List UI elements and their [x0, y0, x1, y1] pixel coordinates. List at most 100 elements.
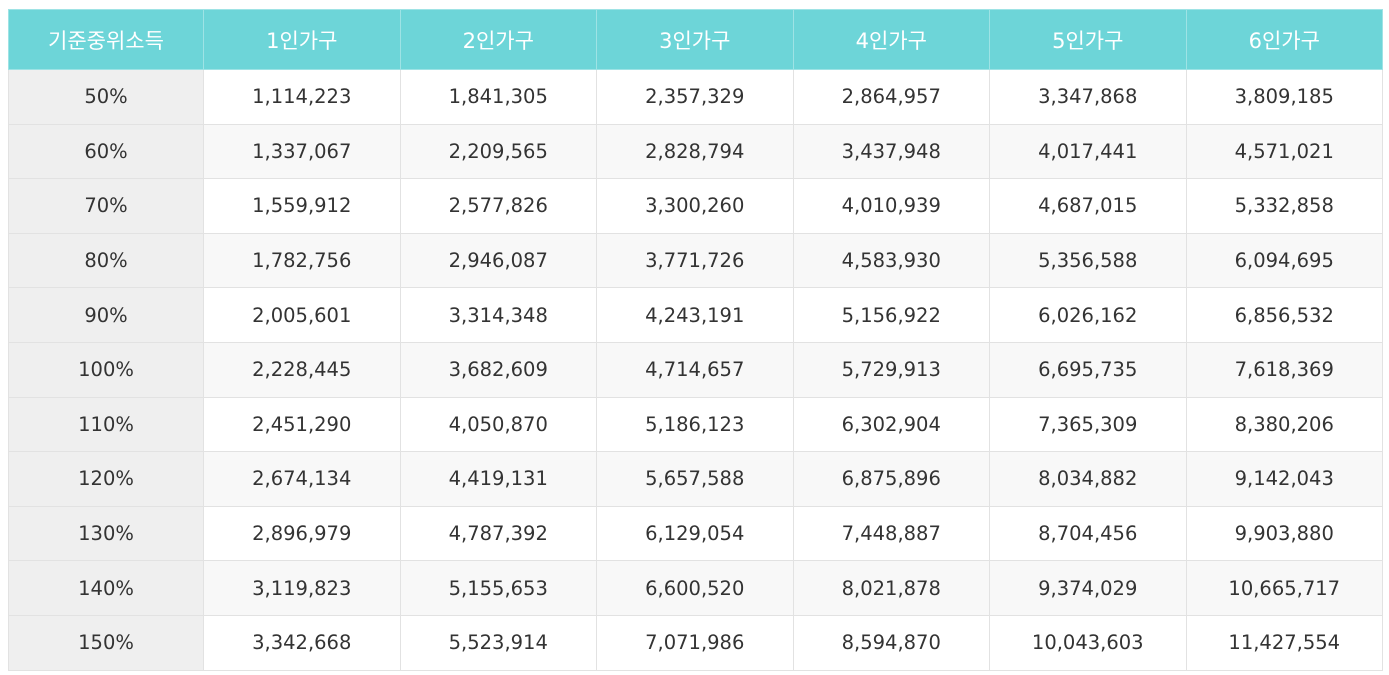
table-body: 50% 1,114,223 1,841,305 2,357,329 2,864,957 3…: [8, 69, 1383, 671]
row-label-cell: 130%: [8, 505, 204, 562]
row-label-cell: 60%: [8, 123, 204, 180]
table-row: 90% 2,005,601 3,314,348 4,243,191 5,156,922 6…: [8, 287, 1383, 343]
table-header: 기준중위소득 1인가구 2인가구 3인가구 4인가구 5인가구 6인가구: [8, 9, 1383, 70]
income-value-cell: 8,034,882: [989, 451, 1187, 507]
income-value-cell: 2,357,329: [596, 69, 794, 125]
income-value-cell: 8,021,878: [792, 560, 990, 616]
income-value-cell: 4,050,870: [399, 396, 597, 453]
income-value-cell: 4,017,441: [989, 123, 1187, 180]
income-value-cell: 4,583,930: [792, 232, 990, 289]
header-5-person: 5인가구: [989, 9, 1187, 70]
income-value-cell: 4,243,191: [596, 287, 794, 343]
row-label-cell: 90%: [8, 287, 204, 343]
income-value-cell: 5,729,913: [792, 341, 990, 398]
income-value-cell: 7,448,887: [792, 505, 990, 562]
income-value-cell: 5,186,123: [596, 396, 794, 453]
header-1-person: 1인가구: [203, 9, 401, 70]
header-6-person: 6인가구: [1185, 9, 1383, 70]
income-value-cell: 6,129,054: [596, 505, 794, 562]
income-value-cell: 2,577,826: [399, 178, 597, 234]
income-value-cell: 11,427,554: [1185, 614, 1383, 671]
income-value-cell: 2,228,445: [203, 341, 401, 398]
income-value-cell: 10,665,717: [1185, 560, 1383, 616]
table-row: 150% 3,342,668 5,523,914 7,071,986 8,594,870…: [8, 614, 1383, 671]
header-3-person: 3인가구: [596, 9, 794, 70]
income-value-cell: 4,787,392: [399, 505, 597, 562]
row-label-cell: 140%: [8, 560, 204, 616]
income-value-cell: 7,618,369: [1185, 341, 1383, 398]
income-value-cell: 5,523,914: [399, 614, 597, 671]
income-value-cell: 7,365,309: [989, 396, 1187, 453]
income-value-cell: 2,451,290: [203, 396, 401, 453]
income-value-cell: 3,347,868: [989, 69, 1187, 125]
median-income-table: 기준중위소득 1인가구 2인가구 3인가구 4인가구 5인가구 6인가구 50%…: [8, 9, 1383, 671]
table-row: 140% 3,119,823 5,155,653 6,600,520 8,021,878…: [8, 560, 1383, 616]
income-value-cell: 4,419,131: [399, 451, 597, 507]
income-value-cell: 3,300,260: [596, 178, 794, 234]
income-value-cell: 6,600,520: [596, 560, 794, 616]
income-value-cell: 9,142,043: [1185, 451, 1383, 507]
income-value-cell: 6,856,532: [1185, 287, 1383, 343]
row-label-cell: 70%: [8, 178, 204, 234]
header-2-person: 2인가구: [399, 9, 597, 70]
income-value-cell: 8,704,456: [989, 505, 1187, 562]
income-value-cell: 1,782,756: [203, 232, 401, 289]
income-value-cell: 3,771,726: [596, 232, 794, 289]
table-row: 70% 1,559,912 2,577,826 3,300,260 4,010,939 4…: [8, 178, 1383, 234]
income-value-cell: 5,155,653: [399, 560, 597, 616]
income-value-cell: 2,864,957: [792, 69, 990, 125]
income-value-cell: 3,314,348: [399, 287, 597, 343]
income-value-cell: 1,114,223: [203, 69, 401, 125]
income-value-cell: 1,559,912: [203, 178, 401, 234]
income-value-cell: 2,674,134: [203, 451, 401, 507]
table-row: 50% 1,114,223 1,841,305 2,357,329 2,864,957 3…: [8, 69, 1383, 125]
income-value-cell: 8,594,870: [792, 614, 990, 671]
income-value-cell: 6,026,162: [989, 287, 1187, 343]
income-value-cell: 5,356,588: [989, 232, 1187, 289]
income-value-cell: 1,337,067: [203, 123, 401, 180]
income-value-cell: 3,119,823: [203, 560, 401, 616]
income-value-cell: 7,071,986: [596, 614, 794, 671]
income-value-cell: 3,809,185: [1185, 69, 1383, 125]
income-value-cell: 5,657,588: [596, 451, 794, 507]
row-label-cell: 50%: [8, 69, 204, 125]
income-value-cell: 4,571,021: [1185, 123, 1383, 180]
row-label-cell: 120%: [8, 451, 204, 507]
row-label-cell: 100%: [8, 341, 204, 398]
income-value-cell: 6,695,735: [989, 341, 1187, 398]
table-row: 80% 1,782,756 2,946,087 3,771,726 4,583,930 5…: [8, 232, 1383, 289]
income-value-cell: 4,010,939: [792, 178, 990, 234]
income-value-cell: 2,896,979: [203, 505, 401, 562]
income-value-cell: 6,302,904: [792, 396, 990, 453]
income-value-cell: 3,437,948: [792, 123, 990, 180]
income-value-cell: 2,828,794: [596, 123, 794, 180]
table-row: 100% 2,228,445 3,682,609 4,714,657 5,729,913…: [8, 341, 1383, 398]
income-value-cell: 3,342,668: [203, 614, 401, 671]
row-label-cell: 150%: [8, 614, 204, 671]
table-row: 110% 2,451,290 4,050,870 5,186,123 6,302,904…: [8, 396, 1383, 453]
income-value-cell: 2,005,601: [203, 287, 401, 343]
row-label-cell: 80%: [8, 232, 204, 289]
income-value-cell: 4,687,015: [989, 178, 1187, 234]
income-value-cell: 5,332,858: [1185, 178, 1383, 234]
income-value-cell: 9,903,880: [1185, 505, 1383, 562]
row-label-cell: 110%: [8, 396, 204, 453]
income-value-cell: 3,682,609: [399, 341, 597, 398]
table-row: 60% 1,337,067 2,209,565 2,828,794 3,437,948 4…: [8, 123, 1383, 180]
header-4-person: 4인가구: [792, 9, 990, 70]
income-value-cell: 8,380,206: [1185, 396, 1383, 453]
table-row: 130% 2,896,979 4,787,392 6,129,054 7,448,887…: [8, 505, 1383, 562]
income-value-cell: 9,374,029: [989, 560, 1187, 616]
income-value-cell: 4,714,657: [596, 341, 794, 398]
median-income-table-container: 기준중위소득 1인가구 2인가구 3인가구 4인가구 5인가구 6인가구 50%…: [8, 9, 1383, 671]
income-value-cell: 2,946,087: [399, 232, 597, 289]
header-row: 기준중위소득 1인가구 2인가구 3인가구 4인가구 5인가구 6인가구: [8, 9, 1383, 70]
income-value-cell: 6,094,695: [1185, 232, 1383, 289]
income-value-cell: 6,875,896: [792, 451, 990, 507]
header-median-income: 기준중위소득: [8, 9, 204, 70]
income-value-cell: 10,043,603: [989, 614, 1187, 671]
table-row: 120% 2,674,134 4,419,131 5,657,588 6,875,896…: [8, 451, 1383, 507]
income-value-cell: 2,209,565: [399, 123, 597, 180]
income-value-cell: 1,841,305: [399, 69, 597, 125]
income-value-cell: 5,156,922: [792, 287, 990, 343]
